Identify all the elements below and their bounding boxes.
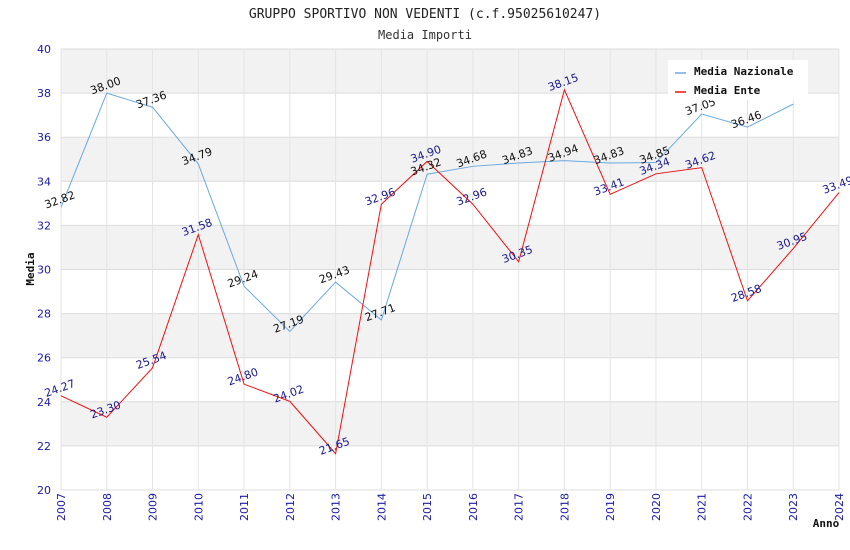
grid-bands <box>61 49 839 490</box>
grid-band <box>61 137 839 182</box>
grid-band <box>61 357 839 402</box>
x-tick-label: 2017 <box>513 493 526 521</box>
y-tick-label: 32 <box>37 219 51 232</box>
grid-band <box>61 93 839 138</box>
x-tick-label: 2021 <box>696 493 709 521</box>
y-tick-label: 36 <box>37 131 51 144</box>
x-tick-label: 2008 <box>101 493 114 521</box>
x-tick-label: 2018 <box>558 493 571 521</box>
x-tick-label: 2022 <box>741 493 754 521</box>
x-tick-label: 2009 <box>147 493 160 521</box>
y-tick-label: 26 <box>37 352 51 365</box>
chart-subtitle: Media Importi <box>378 28 472 42</box>
series-line-ente <box>60 88 840 455</box>
legend-box <box>668 60 808 100</box>
grid-band <box>61 313 839 358</box>
x-tick-label: 2007 <box>55 493 68 521</box>
x-axis-ticks: 2007 2008 2009 2010 2011 2012 2013 2014 2015 2016… <box>55 493 846 521</box>
y-axis-ticks: 20 22 24 26 28 30 32 34 36 38 40 <box>37 43 51 497</box>
legend-label-nazionale: Media Nazionale <box>694 65 794 78</box>
x-tick-label: 2013 <box>330 493 343 521</box>
legend-label-ente: Media Ente <box>694 84 761 97</box>
series-line-nazionale <box>60 92 794 333</box>
y-tick-label: 20 <box>37 484 51 497</box>
grid-lines <box>60 48 840 491</box>
x-axis-label: Anno <box>813 517 840 530</box>
x-tick-label: 2014 <box>375 493 388 521</box>
x-tick-label: 2023 <box>787 493 800 521</box>
series-lines <box>60 88 840 455</box>
x-tick-label: 2015 <box>421 493 434 521</box>
y-tick-label: 34 <box>37 175 51 188</box>
x-tick-label: 2024 <box>833 493 846 521</box>
grid-band <box>61 401 839 446</box>
x-tick-label: 2019 <box>604 493 617 521</box>
grid-band <box>61 269 839 314</box>
grid-band <box>61 181 839 226</box>
y-tick-label: 30 <box>37 264 51 277</box>
y-tick-label: 24 <box>37 396 51 409</box>
x-tick-label: 2020 <box>650 493 663 521</box>
legend: Media Nazionale Media Ente <box>668 60 808 100</box>
y-tick-label: 38 <box>37 87 51 100</box>
y-tick-label: 28 <box>37 308 51 321</box>
grid-band <box>61 445 839 490</box>
y-tick-label: 22 <box>37 440 51 453</box>
x-tick-label: 2010 <box>192 493 205 521</box>
x-tick-label: 2016 <box>467 493 480 521</box>
y-axis-label: Media <box>24 252 37 285</box>
chart-title: GRUPPO SPORTIVO NON VEDENTI (c.f.9502561… <box>249 7 601 22</box>
x-tick-label: 2011 <box>238 493 251 521</box>
x-tick-label: 2012 <box>284 493 297 521</box>
y-tick-label: 40 <box>37 43 51 56</box>
grid-band <box>61 225 839 270</box>
